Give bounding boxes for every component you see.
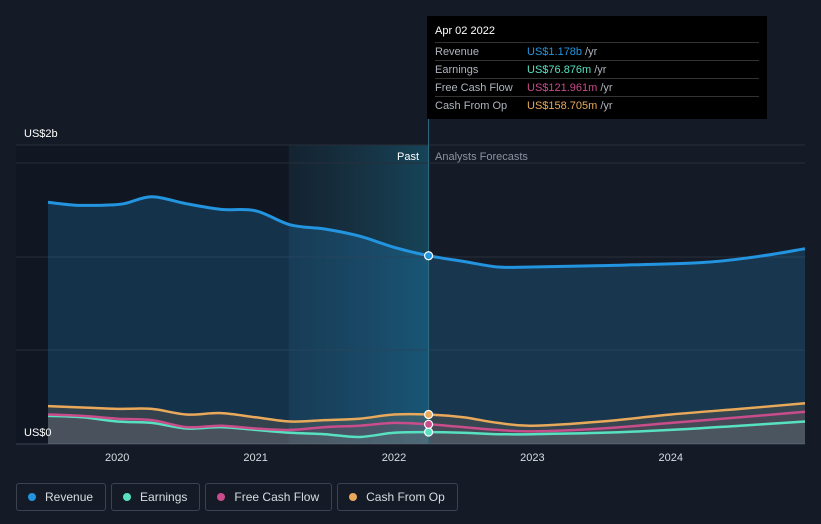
tooltip-value: US$1.178b: [527, 45, 583, 58]
tooltip-unit: /yr: [600, 99, 613, 112]
tooltip-value: US$158.705m: [527, 99, 598, 112]
legend-label: Revenue: [45, 490, 94, 504]
earnings-area: [48, 415, 805, 444]
legend-item-revenue[interactable]: Revenue: [16, 483, 107, 511]
tooltip-unit: /yr: [585, 45, 598, 58]
revenue-area: [48, 196, 805, 444]
tooltip-label: Free Cash Flow: [435, 81, 513, 94]
chart-legend: Revenue Earnings Free Cash Flow Cash Fro…: [16, 483, 458, 511]
legend-item-cash-from-op[interactable]: Cash From Op: [337, 483, 458, 511]
earnings-dot-icon: [123, 493, 132, 501]
tooltip-row-earnings: Earnings US$76.876m /yr: [435, 60, 759, 78]
cash-from-op-dot-icon: [349, 493, 358, 501]
free-cash-flow-dot-icon: [217, 493, 226, 501]
tooltip-row-free-cash-flow: Free Cash Flow US$121.961m /yr: [435, 78, 759, 96]
legend-item-earnings[interactable]: Earnings: [111, 483, 201, 511]
y-axis-top-label: US$2b: [24, 128, 58, 140]
cash-from-op-marker: [423, 409, 434, 420]
series-lines: [47, 195, 806, 439]
legend-label: Free Cash Flow: [234, 490, 320, 504]
gridlines: [16, 144, 805, 445]
x-tick-label: 2020: [105, 452, 129, 464]
legend-label: Earnings: [140, 490, 188, 504]
earnings-line: [47, 414, 806, 439]
free-cash-flow-line: [47, 410, 806, 433]
tooltip-unit: /yr: [600, 81, 613, 94]
hover-markers: [423, 251, 434, 437]
x-tick-label: 2021: [243, 452, 267, 464]
tooltip-value: US$76.876m: [527, 63, 592, 76]
tooltip-label: Cash From Op: [435, 99, 508, 112]
hover-tooltip: Apr 02 2022 Revenue US$1.178b /yr Earnin…: [427, 16, 767, 119]
revenue-dot-icon: [28, 493, 36, 501]
past-label: Past: [397, 151, 419, 163]
x-tick-label: 2022: [382, 452, 406, 464]
tooltip-value: US$121.961m: [527, 81, 598, 94]
revenue-marker: [423, 251, 434, 261]
past-highlight-region: [288, 145, 429, 444]
revenue-line: [47, 195, 806, 269]
y-axis-bottom-label: US$0: [24, 427, 52, 439]
x-tick-label: 2024: [659, 452, 683, 464]
tooltip-label: Earnings: [435, 63, 479, 76]
tooltip-row-revenue: Revenue US$1.178b /yr: [435, 42, 759, 60]
legend-label: Cash From Op: [366, 490, 445, 504]
forecast-label: Analysts Forecasts: [435, 151, 528, 163]
series-areas: [48, 196, 805, 444]
tooltip-date: Apr 02 2022: [435, 25, 495, 37]
tooltip-row-cash-from-op: Cash From Op US$158.705m /yr: [435, 96, 759, 114]
x-axis-ticks: 2020 2021 2022 2023 2024: [105, 452, 683, 464]
tooltip-label: Revenue: [435, 45, 480, 58]
free-cash-flow-marker: [423, 419, 434, 429]
tooltip-unit: /yr: [594, 63, 607, 76]
cash-from-op-line: [47, 402, 806, 427]
legend-item-free-cash-flow[interactable]: Free Cash Flow: [205, 483, 333, 511]
earnings-marker: [423, 427, 434, 437]
x-tick-label: 2023: [520, 452, 544, 464]
